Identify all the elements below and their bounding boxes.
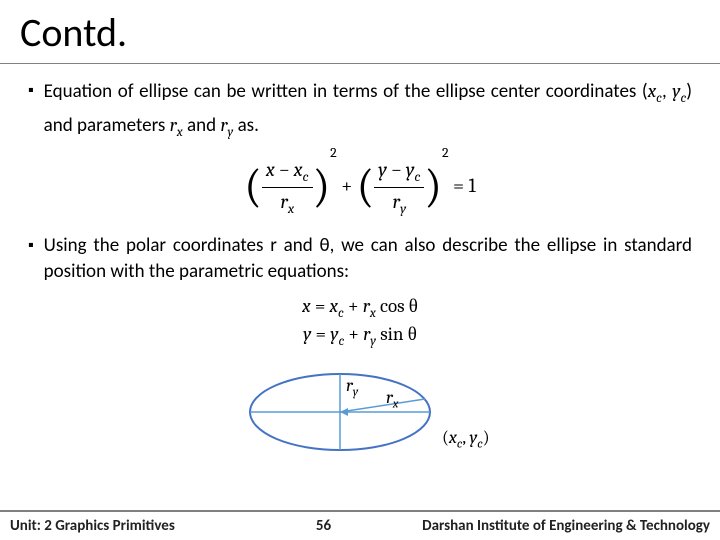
den2: r [393,190,401,213]
footer: Unit: 2 Graphics Primitives 56 Darshan I… [0,510,720,540]
b1-post: as. [233,114,259,137]
equation-2: x = xc + rx cos θ y = yc + ry sin θ [28,295,692,350]
exp-1: 2 [330,144,337,161]
den2sub: y [400,200,406,217]
b1-pre: Equation of ellipse can be written in te… [44,80,642,103]
eq2-line1: x = xc + rx cos θ [28,295,692,321]
num2: y − y [378,158,414,181]
footer-page: 56 [175,517,422,535]
num1sub: c [303,168,309,185]
equation-1: ( x − xc rx )2 + ( y − yc ry )2 = 1 [28,158,692,217]
ellipse-diagram: ry rx (xc, yc) [230,357,490,467]
num2sub: c [414,168,420,185]
rparen-2: ) [424,164,442,210]
bullet-1-text: Equation of ellipse can be written in te… [44,78,692,146]
bullet-marker: ▪ [28,78,34,104]
b1-coords: (xc, yc) [642,80,692,103]
frac-1: x − xc rx [262,158,313,217]
slide-title: Contd. [0,0,720,63]
den1: r [280,190,288,213]
bullet-marker-2: ▪ [28,233,34,259]
bullet-2: ▪ Using the polar coordinates r and θ, w… [28,233,692,285]
exp-2: 2 [442,144,449,161]
frac-2: y − yc ry [374,158,424,217]
arrow-head [340,408,348,416]
rparen-1: ) [313,164,331,210]
b1-and: and [183,114,221,137]
b1-ry: ry [220,114,233,137]
lparen-2: ( [357,164,375,210]
footer-unit: Unit: 2 Graphics Primitives [0,517,175,535]
b1-rx: rx [170,114,183,137]
footer-institute: Darshan Institute of Engineering & Techn… [422,517,720,535]
plus: + [341,174,356,197]
b1-mid: and parameters [44,114,170,137]
num1: x − x [266,158,303,181]
center-coord-label: (xc, yc) [442,427,490,452]
ry-label: ry [346,375,358,400]
den1sub: x [288,200,294,217]
radius-line [340,399,425,412]
rx-label: rx [386,387,398,412]
eq2-line2: y = yc + ry sin θ [28,323,692,349]
bullet-1: ▪ Equation of ellipse can be written in … [28,78,692,146]
lparen-1: ( [244,164,262,210]
rhs: = 1 [453,174,476,197]
content-area: ▪ Equation of ellipse can be written in … [0,64,720,467]
bullet-2-text: Using the polar coordinates r and θ, we … [44,233,692,285]
